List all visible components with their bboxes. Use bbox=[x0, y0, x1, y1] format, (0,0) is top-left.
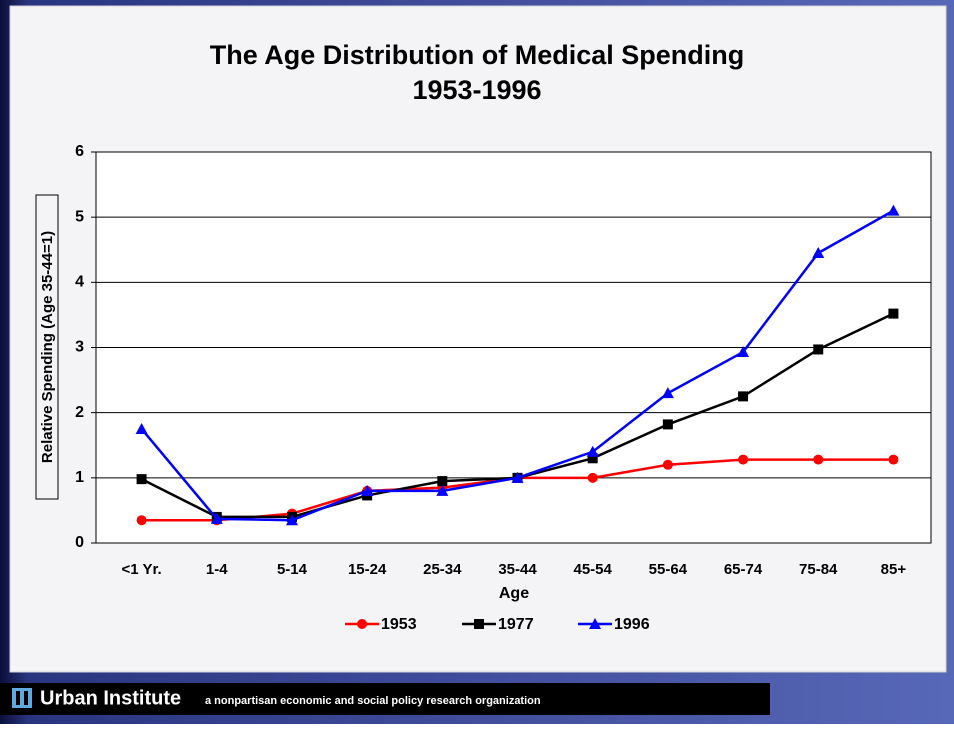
point bbox=[662, 459, 673, 470]
y-axis-label: Relative Spending (Age 35-44=1) bbox=[39, 231, 56, 463]
point bbox=[813, 454, 824, 465]
x-tick-label: 15-24 bbox=[348, 561, 387, 578]
y-tick-label: 3 bbox=[75, 339, 84, 356]
point bbox=[888, 454, 899, 465]
x-tick-label: 55-64 bbox=[649, 561, 688, 578]
point bbox=[737, 346, 750, 358]
y-tick-label: 2 bbox=[75, 404, 84, 421]
point bbox=[813, 344, 824, 355]
y-tick-label: 5 bbox=[75, 208, 84, 225]
point bbox=[738, 391, 749, 402]
point bbox=[661, 387, 674, 399]
x-tick-label: 5-14 bbox=[277, 561, 308, 578]
x-tick-label: 65-74 bbox=[724, 561, 763, 578]
point bbox=[812, 247, 825, 259]
point bbox=[587, 472, 598, 483]
y-label-box bbox=[35, 194, 59, 500]
footer-bar bbox=[0, 683, 770, 715]
x-tick-label: 45-54 bbox=[573, 561, 612, 578]
y-tick-label: 4 bbox=[75, 274, 84, 291]
x-tick-label: 1-4 bbox=[206, 561, 228, 578]
point bbox=[135, 422, 148, 434]
point bbox=[587, 453, 598, 464]
x-axis-label: Age bbox=[499, 585, 529, 602]
legend-label: 1953 bbox=[381, 616, 417, 633]
point bbox=[738, 454, 749, 465]
point bbox=[361, 484, 374, 496]
chart-title: The Age Distribution of Medical Spending bbox=[210, 40, 745, 70]
x-tick-label: 25-34 bbox=[423, 561, 462, 578]
logo bbox=[12, 688, 32, 708]
point bbox=[210, 512, 223, 524]
chart-subtitle: 1953-1996 bbox=[412, 75, 541, 105]
legend-label: 1996 bbox=[614, 616, 650, 633]
point bbox=[136, 474, 147, 485]
point bbox=[511, 471, 524, 483]
y-tick-label: 6 bbox=[75, 143, 84, 160]
point bbox=[437, 476, 448, 487]
point bbox=[662, 419, 673, 430]
footer-name: Urban Institute bbox=[40, 687, 181, 709]
x-tick-label: 85+ bbox=[881, 561, 907, 578]
x-tick-label: 35-44 bbox=[498, 561, 537, 578]
y-tick-label: 0 bbox=[75, 534, 84, 551]
x-tick-label: <1 Yr. bbox=[121, 561, 161, 578]
y-tick-label: 1 bbox=[75, 469, 84, 486]
point bbox=[887, 204, 900, 216]
point bbox=[586, 445, 599, 457]
legend-marker bbox=[357, 619, 367, 629]
x-tick-label: 75-84 bbox=[799, 561, 838, 578]
point bbox=[285, 514, 298, 526]
legend-marker bbox=[589, 618, 601, 629]
point bbox=[436, 484, 449, 496]
point bbox=[888, 308, 899, 319]
legend-label: 1977 bbox=[498, 616, 534, 633]
footer-tagline: a nonpartisan economic and social policy… bbox=[205, 695, 541, 707]
point bbox=[136, 515, 147, 526]
legend-marker bbox=[474, 619, 484, 629]
